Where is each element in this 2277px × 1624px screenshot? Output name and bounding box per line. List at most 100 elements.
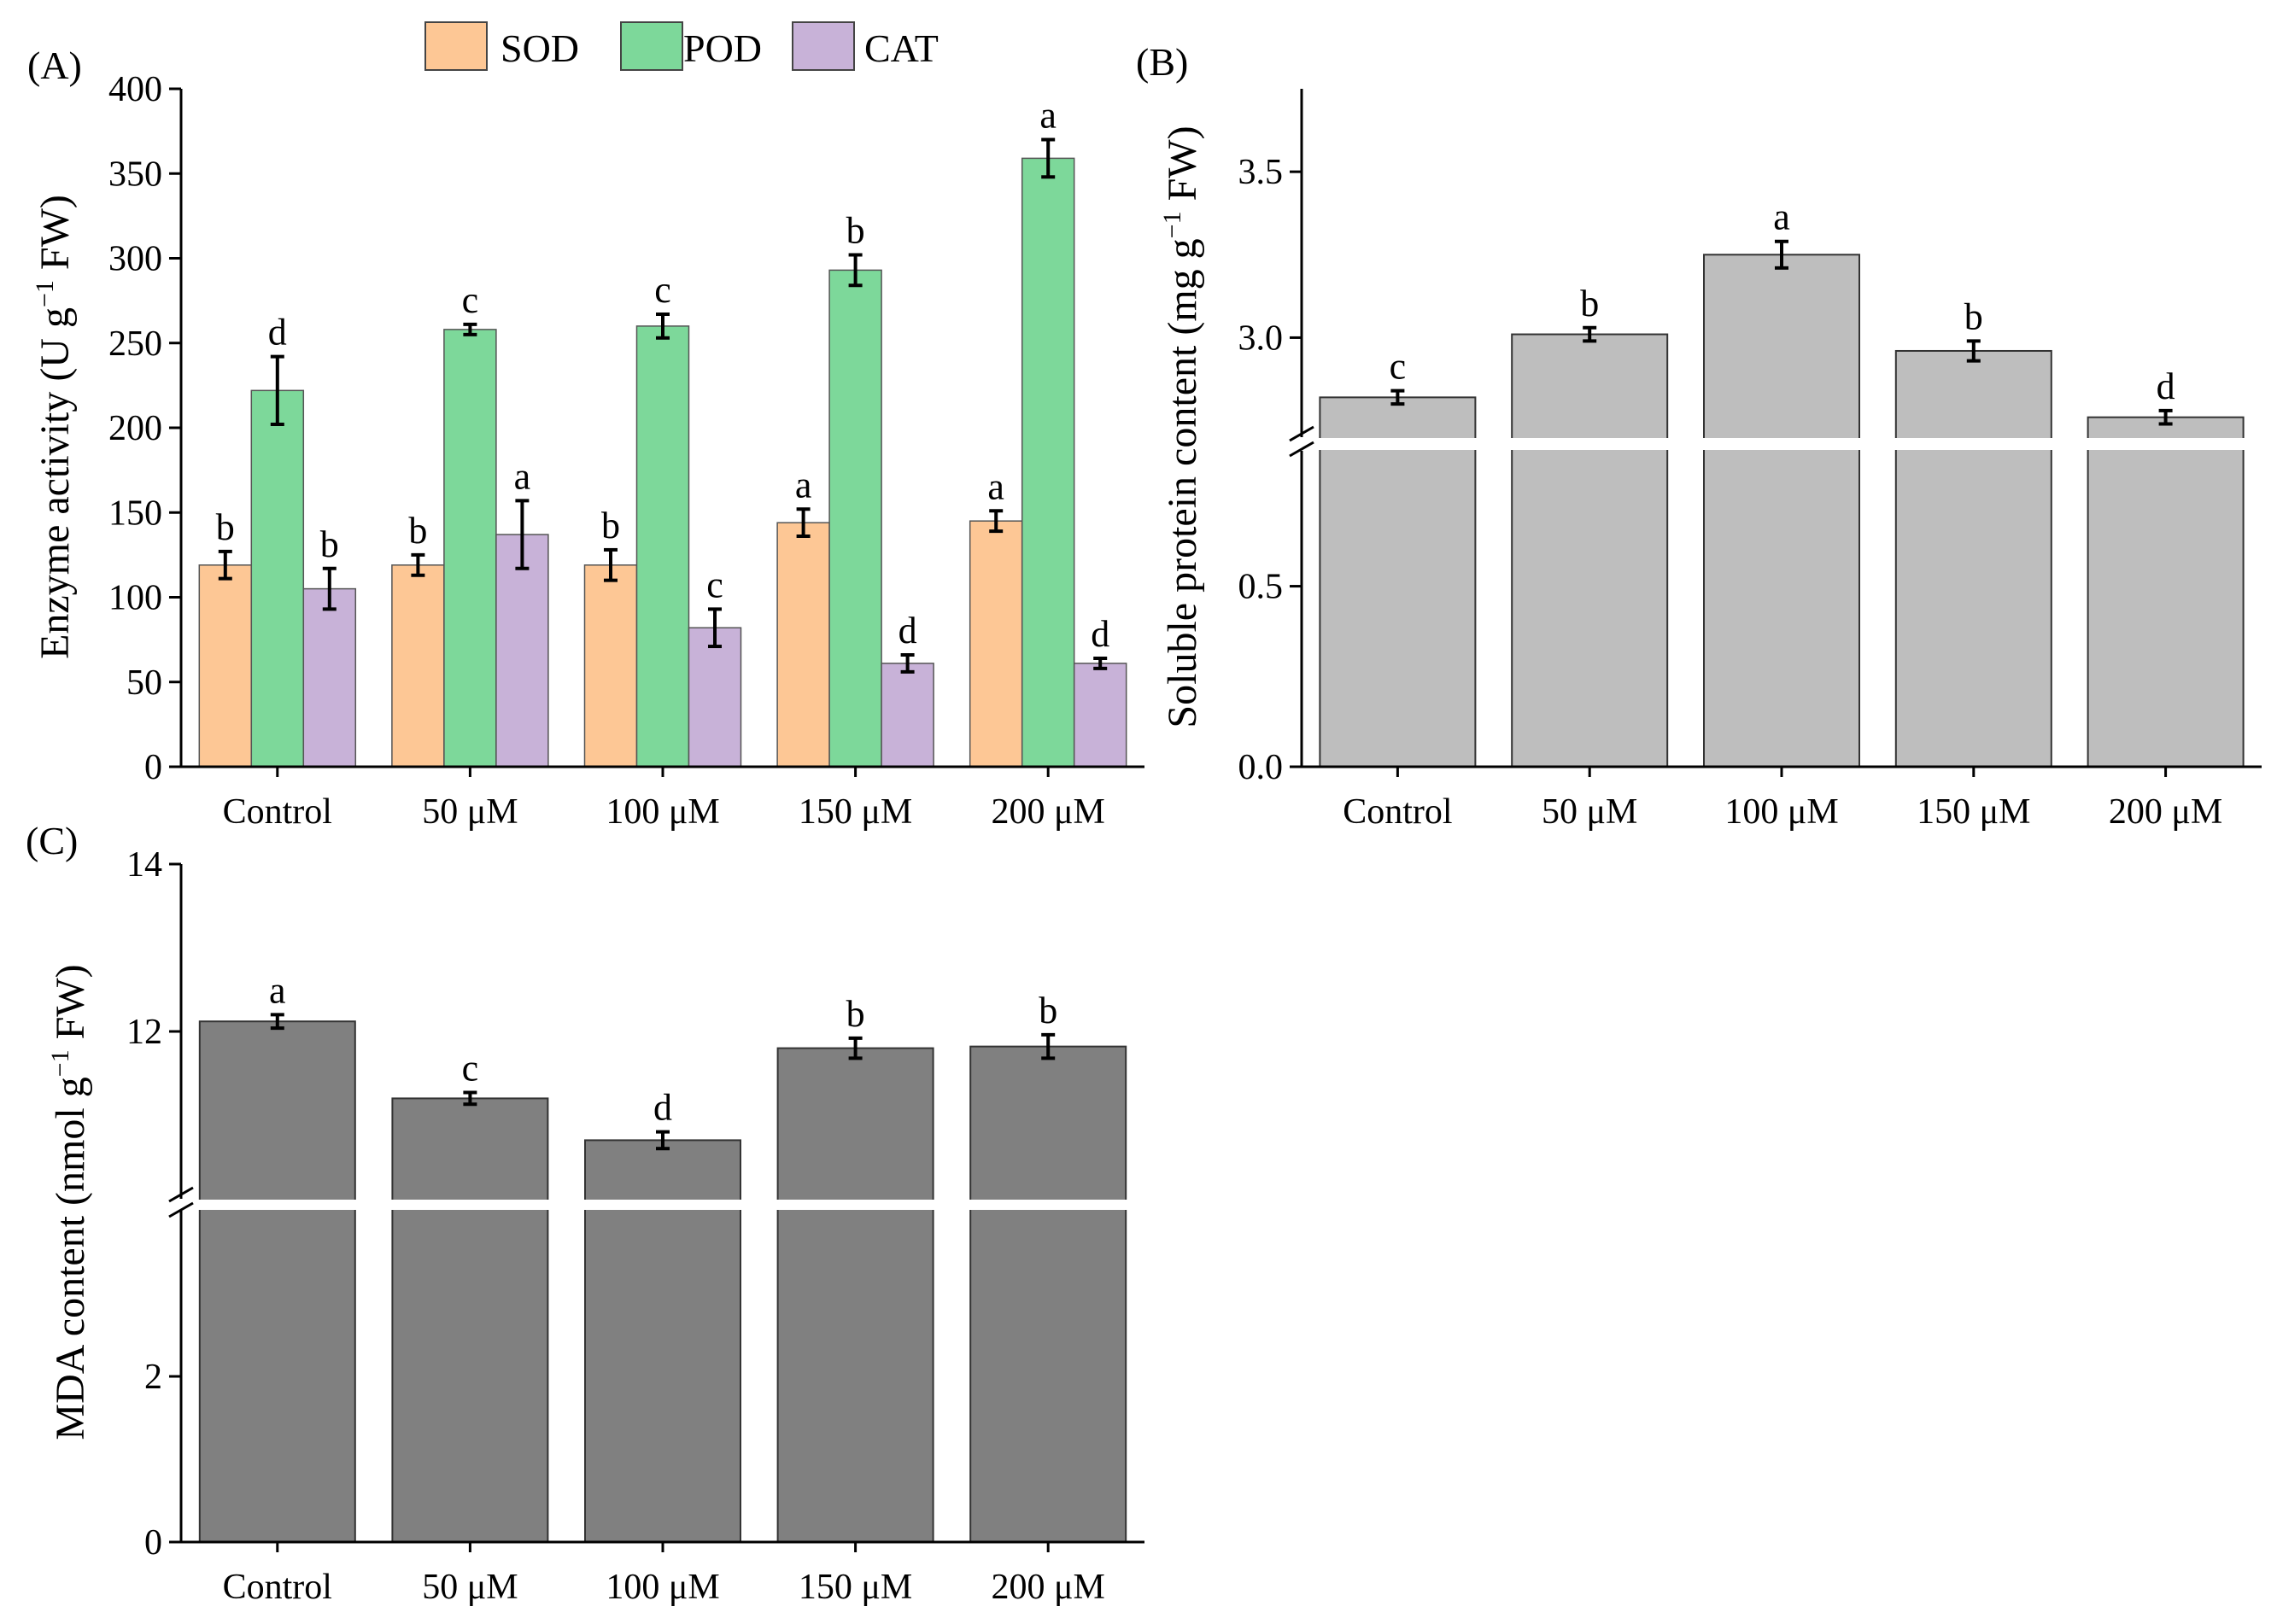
y-axis-title-b: Soluble protein content (mg g−1 FW) [1158,126,1205,727]
x-tick-label-b-0: Control [1343,792,1452,832]
sig-letter-a-sod-4: a [987,465,1004,507]
plot-b: c Control b 50 μM a 100 μM b 150 μM d 200 μM 0.0 0.… [1158,89,2270,832]
sig-letter-b-4: d [2157,365,2175,407]
y-tick-label-a-0: 0 [144,748,162,787]
plot-c: a Control c 50 μM d 100 μM b 150 μM b 200 μM 0 2 12 1… [46,845,1153,1607]
legend-swatch-sod [424,21,488,71]
x-tick-label-a-2: 100 μM [606,792,719,832]
bar-b-4 [2087,416,2245,768]
bar-a-sod-2 [583,564,638,768]
sig-letter-a-cat-1: a [514,455,531,497]
y-tick-label-c-3: 14 [126,845,162,885]
y-axis-title-c: MDA content (nmol g−1 FW) [46,964,93,1440]
sig-letter-b-2: a [1773,196,1790,238]
x-tick-label-a-1: 50 μM [422,792,518,832]
y-tick-label-c-1: 2 [144,1358,162,1397]
sig-letter-c-0: a [269,969,286,1011]
sig-letter-a-sod-0: b [216,506,235,548]
sig-letter-c-4: b [1039,990,1057,1031]
bar-a-sod-0 [198,564,253,768]
sig-letter-a-pod-4: a [1039,95,1057,137]
sig-letter-c-3: b [846,993,865,1035]
x-tick-label-a-4: 200 μM [992,792,1105,832]
sig-letter-b-3: b [1964,295,1983,337]
bar-b-2 [1703,254,1860,768]
bar-c-1 [391,1097,549,1543]
bar-a-pod-1 [443,329,497,768]
bar-a-pod-2 [635,325,690,768]
x-tick-label-c-0: Control [223,1568,332,1607]
bar-a-sod-4 [969,520,1023,768]
x-tick-label-b-1: 50 μM [1542,792,1637,832]
bar-c-0 [198,1020,356,1543]
y-tick-label-b-0: 0.0 [1238,748,1284,787]
x-tick-label-b-2: 100 μM [1724,792,1838,832]
x-tick-label-c-4: 200 μM [992,1568,1105,1607]
bar-c-4 [969,1045,1127,1543]
y-axis-title-a: Enzyme activity (U g−1 FW) [31,195,78,659]
axis-break-mark-2-b [1289,441,1314,458]
panel-label-a: (A) [27,44,82,87]
legend-label-cat: CAT [864,26,939,70]
axis-break-mark-1-c [168,1186,194,1203]
x-tick-label-a-0: Control [223,792,332,832]
panel-label-b: (B) [1136,40,1188,84]
sig-letter-a-sod-1: b [408,510,427,552]
bar-a-sod-1 [391,564,445,768]
axis-break-gap-c [155,1200,1153,1210]
bar-c-3 [776,1047,934,1543]
sig-letter-a-sod-2: b [601,505,620,546]
axis-break-mark-2-c [168,1201,194,1218]
axis-break-gap-b [1276,438,2270,450]
sig-letter-a-cat-4: d [1091,613,1109,655]
y-tick-label-a-6: 300 [108,240,162,279]
x-tick-label-c-3: 150 μM [799,1568,912,1607]
bar-a-cat-3 [881,663,934,768]
x-tick-label-a-3: 150 μM [799,792,912,832]
bar-a-cat-0 [302,587,357,768]
legend-label-pod: POD [683,26,762,70]
bar-b-1 [1511,333,1669,768]
bar-a-cat-2 [688,627,742,768]
sig-letter-b-0: c [1390,346,1407,388]
sig-letter-c-2: d [653,1087,672,1129]
y-tick-label-a-1: 50 [126,663,162,703]
bar-a-sod-3 [776,522,830,768]
y-tick-label-b-1: 0.5 [1238,568,1284,607]
bar-b-0 [1319,396,1477,768]
sig-letter-a-sod-3: a [795,464,812,505]
y-tick-label-b-2: 3.0 [1238,318,1284,358]
y-tick-label-b-3: 3.5 [1238,153,1284,192]
legend-label-sod: SOD [500,26,579,70]
bar-a-pod-3 [828,269,882,768]
plot-a: b d b Control b c a 50 μM b c c 100 μM a b d 150 μM a a d 2… [31,70,1144,832]
legend-swatch-cat [792,21,855,71]
sig-letter-b-1: b [1580,283,1599,324]
axis-break-mark-1-b [1289,425,1314,442]
x-tick-label-b-4: 200 μM [2109,792,2222,832]
bar-a-pod-4 [1021,157,1075,768]
x-tick-label-c-1: 50 μM [422,1568,518,1607]
bar-a-cat-4 [1073,663,1127,768]
x-tick-label-b-3: 150 μM [1917,792,2030,832]
legend: SOD POD CAT [424,21,939,71]
panel-label-c: (C) [26,819,78,862]
sig-letter-a-pod-2: c [654,269,671,311]
y-tick-label-c-0: 0 [144,1523,162,1563]
sig-letter-a-cat-3: d [899,610,917,651]
sig-letter-a-cat-0: b [320,523,339,565]
y-tick-label-a-2: 100 [108,579,162,618]
y-tick-label-a-7: 350 [108,155,162,194]
y-tick-label-a-8: 400 [108,70,162,109]
sig-letter-a-pod-3: b [846,210,865,252]
bar-a-pod-0 [250,389,305,768]
y-tick-label-a-4: 200 [108,409,162,448]
sig-letter-a-pod-1: c [462,279,479,321]
bar-b-3 [1894,349,2052,768]
bar-a-cat-1 [495,534,549,768]
sig-letter-a-cat-2: c [706,564,723,605]
y-tick-label-a-5: 250 [108,324,162,364]
sig-letter-c-1: c [462,1048,479,1089]
